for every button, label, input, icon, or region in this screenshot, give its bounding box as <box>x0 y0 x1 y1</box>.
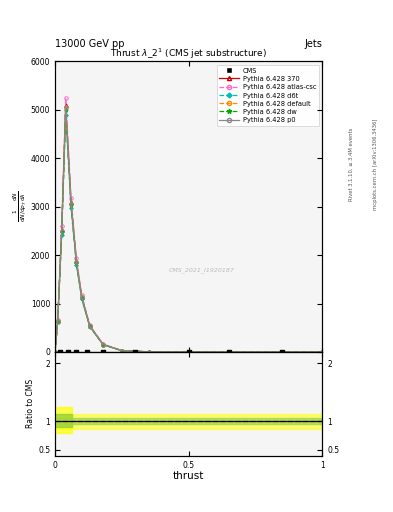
Text: Rivet 3.1.10, ≥ 3.4M events: Rivet 3.1.10, ≥ 3.4M events <box>349 127 354 201</box>
Bar <box>55 414 322 429</box>
Point <box>73 348 79 356</box>
Y-axis label: Ratio to CMS: Ratio to CMS <box>26 379 35 429</box>
Point <box>132 348 138 356</box>
Bar <box>55 418 322 424</box>
Point <box>65 348 72 356</box>
X-axis label: thrust: thrust <box>173 471 204 481</box>
Point <box>226 348 232 356</box>
Point <box>100 348 106 356</box>
Text: CMS_2021_I1920187: CMS_2021_I1920187 <box>169 268 235 273</box>
Point <box>57 348 64 356</box>
Bar <box>55 407 72 433</box>
Legend: CMS, Pythia 6.428 370, Pythia 6.428 atlas-csc, Pythia 6.428 d6t, Pythia 6.428 de: CMS, Pythia 6.428 370, Pythia 6.428 atla… <box>217 65 319 126</box>
Point <box>84 348 90 356</box>
Text: Jets: Jets <box>305 38 322 49</box>
Title: Thrust $\lambda\_2^1$ (CMS jet substructure): Thrust $\lambda\_2^1$ (CMS jet substruct… <box>110 47 267 61</box>
Point <box>279 348 285 356</box>
Bar <box>55 414 72 427</box>
Y-axis label: $\frac{1}{\mathrm{d}N / \mathrm{d}p_T} \frac{\mathrm{d}N}{\mathrm{d}\lambda}$: $\frac{1}{\mathrm{d}N / \mathrm{d}p_T} \… <box>12 191 29 222</box>
Text: 13000 GeV pp: 13000 GeV pp <box>55 38 125 49</box>
Text: mcplots.cern.ch [arXiv:1306.3436]: mcplots.cern.ch [arXiv:1306.3436] <box>373 118 378 209</box>
Point <box>185 348 192 356</box>
